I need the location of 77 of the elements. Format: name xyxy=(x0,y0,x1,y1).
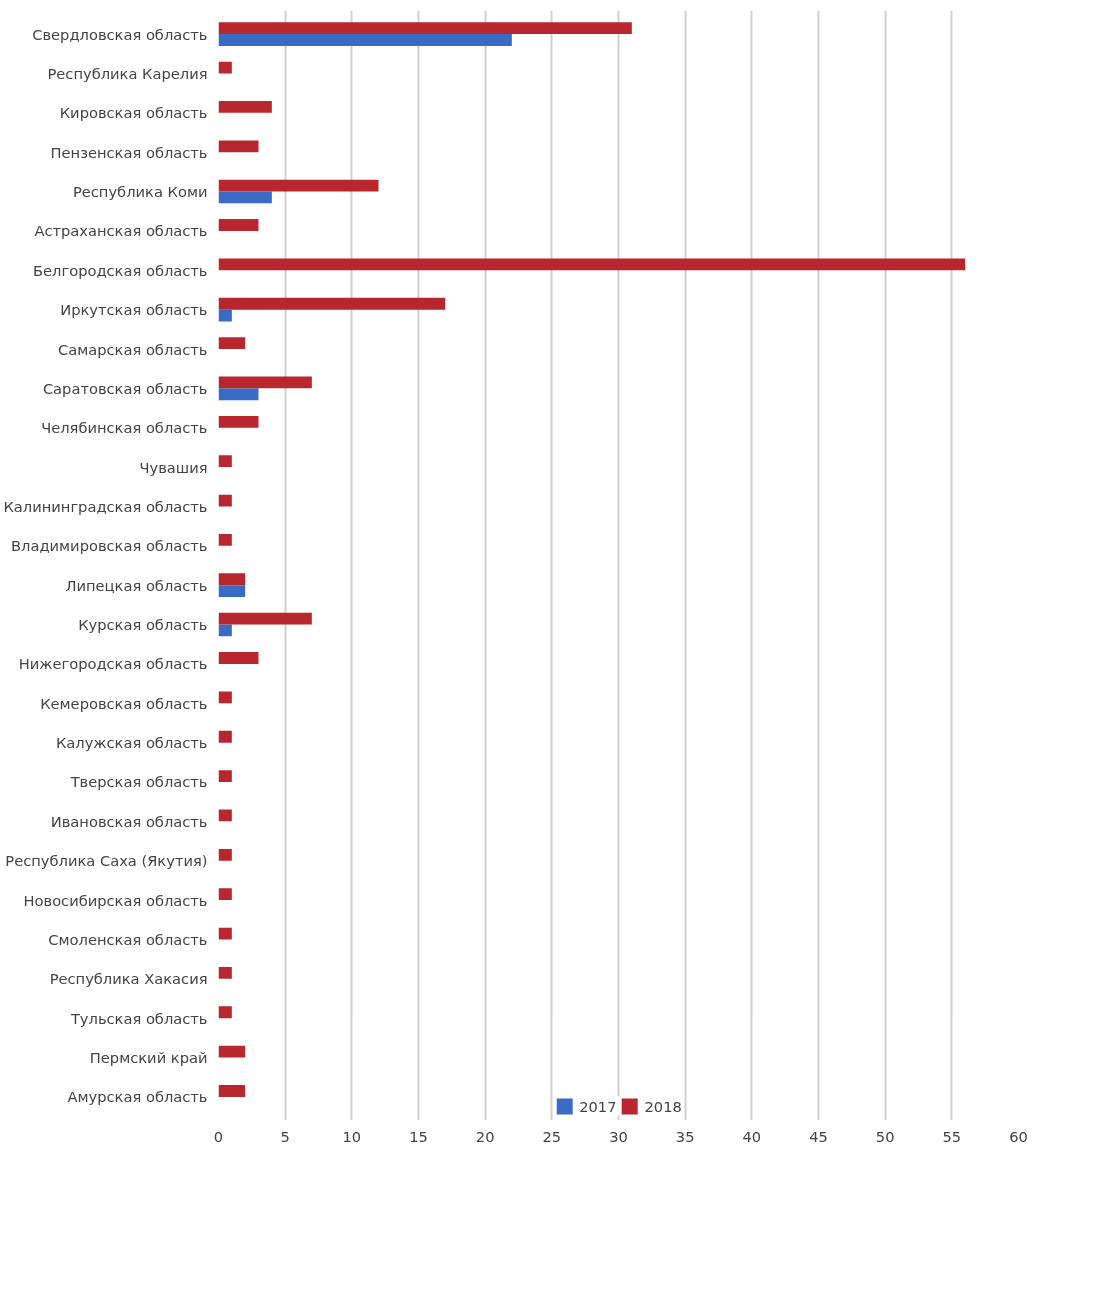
bar xyxy=(218,730,232,743)
bar xyxy=(218,297,446,310)
bar xyxy=(218,494,232,507)
y-tick-label: Свердловская область xyxy=(32,25,208,43)
x-tick-label: 10 xyxy=(342,1127,362,1145)
y-tick-label: Амурская область xyxy=(67,1088,208,1106)
bar xyxy=(218,770,232,782)
y-tick-label: Иркутская область xyxy=(60,301,208,319)
bar xyxy=(218,573,246,586)
y-tick-label: Кемеровская область xyxy=(40,694,208,712)
y-tick-label: Саратовская область xyxy=(42,379,208,397)
bar xyxy=(218,455,232,468)
x-tick-label: 15 xyxy=(409,1127,428,1145)
bar xyxy=(218,888,232,901)
bar xyxy=(218,258,966,271)
y-tick-label: Курская область xyxy=(78,616,208,634)
bar xyxy=(218,61,232,74)
bar xyxy=(218,34,512,46)
legend-label: 2017 xyxy=(579,1097,617,1115)
bar xyxy=(218,1085,246,1097)
bar xyxy=(218,1006,232,1019)
y-tick-label: Белгородская область xyxy=(33,261,208,279)
y-tick-label: Смоленская область xyxy=(48,930,208,948)
bar xyxy=(218,927,232,940)
bar xyxy=(218,848,232,861)
x-tick-label: 55 xyxy=(942,1127,962,1145)
y-tick-label: Самарская область xyxy=(57,340,208,358)
y-tick-label: Тверская область xyxy=(69,773,208,791)
y-tick-label: Чувашия xyxy=(139,458,208,476)
y-tick-label: Тульская область xyxy=(69,1009,208,1027)
x-tick-label: 60 xyxy=(1009,1127,1028,1145)
y-tick-label: Калининградская область xyxy=(3,497,208,515)
y-tick-label: Республика Хакасия xyxy=(49,970,208,988)
bar xyxy=(218,101,272,113)
bar xyxy=(218,309,232,322)
bar xyxy=(218,22,632,35)
y-tick-label: Республика Коми xyxy=(72,183,208,201)
y-tick-label: Калужская область xyxy=(55,734,208,752)
y-tick-label: Республика Саха (Якутия) xyxy=(5,852,208,870)
bar xyxy=(218,337,246,350)
legend-label: 2018 xyxy=(644,1097,682,1115)
x-tick-label: 25 xyxy=(542,1127,562,1145)
bar xyxy=(218,691,232,704)
y-tick-label: Челябинская область xyxy=(41,419,208,437)
x-tick-label: 0 xyxy=(213,1127,224,1145)
bar xyxy=(218,376,312,389)
bar xyxy=(218,585,246,597)
bar xyxy=(218,624,232,637)
x-tick-label: 45 xyxy=(809,1127,828,1145)
x-tick-label: 30 xyxy=(609,1127,628,1145)
x-tick-label: 5 xyxy=(280,1127,290,1145)
x-tick-label: 50 xyxy=(875,1127,895,1145)
bar xyxy=(218,415,259,428)
bar xyxy=(218,966,232,979)
bar xyxy=(218,534,232,546)
bar xyxy=(218,140,259,153)
bar xyxy=(218,191,272,204)
x-tick-label: 40 xyxy=(742,1127,762,1145)
bar xyxy=(218,612,312,625)
x-tick-label: 20 xyxy=(475,1127,495,1145)
y-tick-label: Пензенская область xyxy=(50,143,208,161)
bar xyxy=(218,179,379,192)
bar xyxy=(218,388,259,401)
y-tick-label: Пермский край xyxy=(89,1049,208,1067)
y-tick-label: Кировская область xyxy=(59,104,208,122)
y-tick-label: Липецкая область xyxy=(65,576,208,594)
y-tick-label: Республика Карелия xyxy=(47,64,208,82)
y-tick-label: Новосибирская область xyxy=(23,891,208,909)
bar xyxy=(218,1045,246,1058)
bar xyxy=(218,809,232,822)
x-tick-label: 35 xyxy=(675,1127,695,1145)
bar xyxy=(218,219,259,231)
y-tick-label: Астраханская область xyxy=(34,222,208,240)
y-tick-label: Владимировская область xyxy=(10,537,208,555)
bar xyxy=(218,652,259,664)
y-tick-label: Ивановская область xyxy=(50,812,208,830)
y-tick-label: Нижегородская область xyxy=(18,655,208,673)
